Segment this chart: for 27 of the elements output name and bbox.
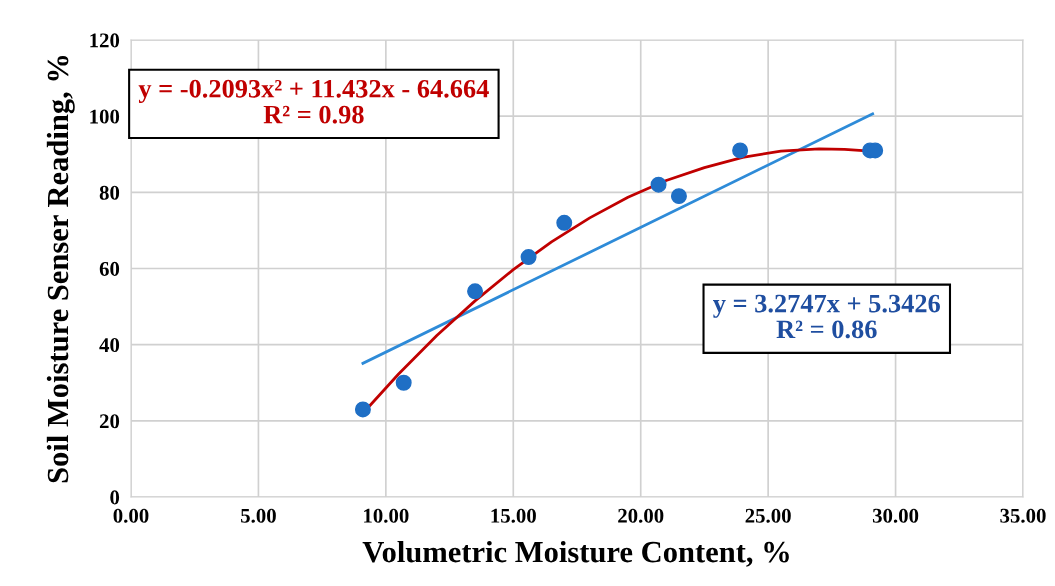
x-tick-label: 20.00 [618, 508, 664, 523]
x-tick-label: 25.00 [745, 508, 791, 523]
annotation: y = -0.2093x² + 11.432x - 64.664 R² = 0.98 [138, 79, 489, 124]
point [650, 176, 667, 193]
point [354, 401, 371, 418]
x-tick-label: 30.00 [872, 508, 919, 523]
x-tick-label: 15.00 [491, 508, 536, 523]
y-tick-label: 40 [99, 338, 120, 353]
point [556, 214, 573, 231]
x-tick-label: 5.00 [241, 508, 276, 523]
y-tick-label: 20 [99, 414, 120, 429]
y-tick-label: 60 [99, 261, 120, 276]
x-tick-label: 10.00 [364, 508, 409, 523]
x-axis-title: Volumetric Moisture Content, % [362, 540, 789, 567]
point [732, 142, 749, 159]
y-axis-title: Soil Moisture Senser Reading, % [46, 55, 75, 483]
y-tick-label: 80 [99, 185, 120, 200]
y-tick-label: 120 [90, 33, 120, 48]
y-tick-label: 100 [90, 109, 120, 124]
point [520, 249, 537, 266]
point [395, 374, 412, 391]
y-tick-label: 0 [110, 490, 120, 505]
x-tick-label: 0.00 [113, 508, 149, 523]
point [467, 283, 484, 300]
x-tick-label: 35.00 [1000, 508, 1046, 523]
annotation: y = 3.2747x + 5.3426 R² = 0.86 [713, 294, 940, 339]
point [670, 188, 687, 205]
